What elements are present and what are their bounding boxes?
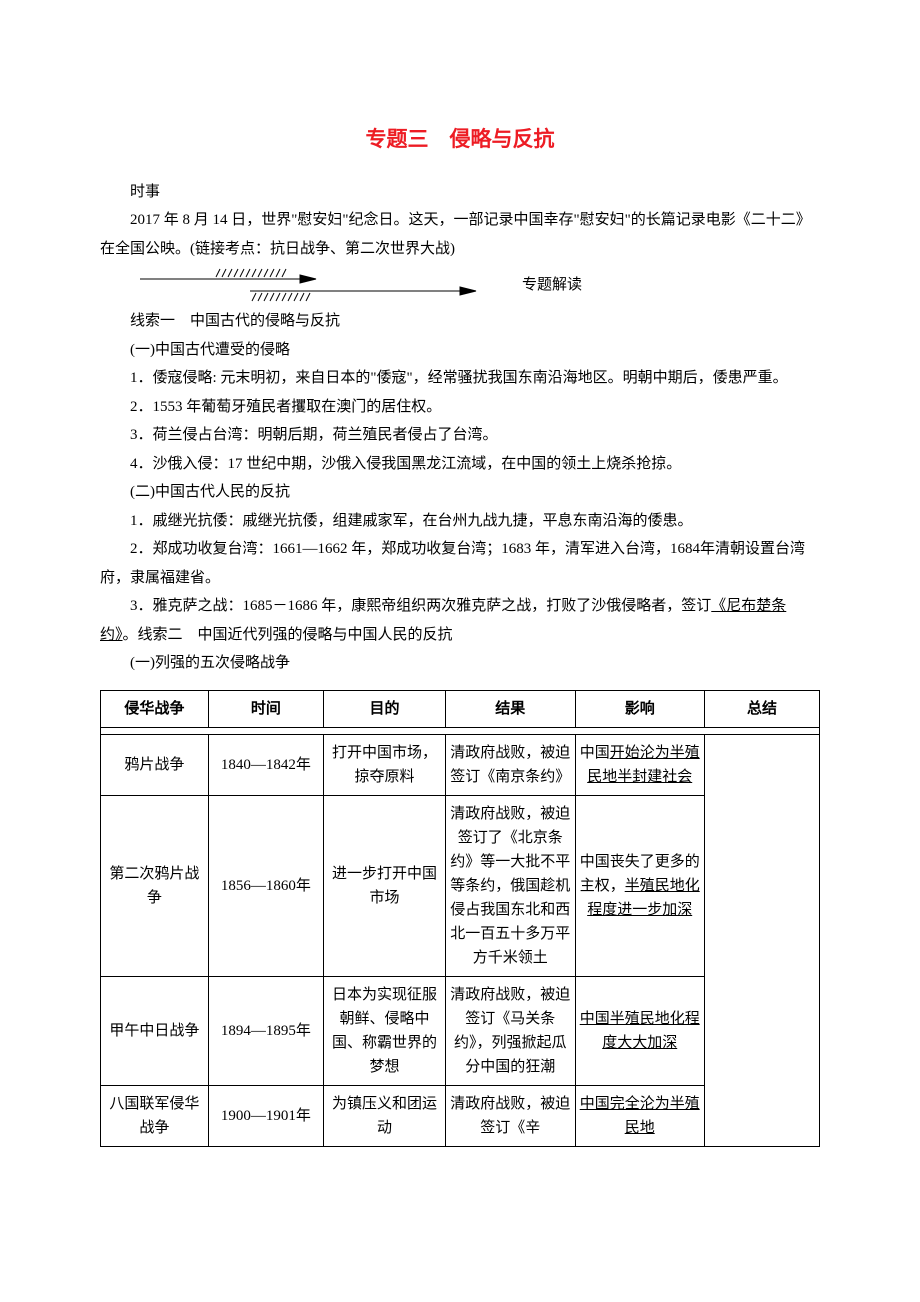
para-2-3: 3．雅克萨之战：1685－1686 年，康熙帝组织两次雅克萨之战，打败了沙俄侵略… xyxy=(100,592,820,649)
th-impact: 影响 xyxy=(575,690,704,727)
th-time: 时间 xyxy=(208,690,323,727)
cell-impact: 中国半殖民地化程度大大加深 xyxy=(575,976,704,1085)
cell-time: 1894—1895年 xyxy=(208,976,323,1085)
para-1-2: 2．1553 年葡萄牙殖民者攫取在澳门的居住权。 xyxy=(100,393,820,422)
th-purpose: 目的 xyxy=(323,690,445,727)
cell-war: 甲午中日战争 xyxy=(101,976,209,1085)
section-1-2: (二)中国古代人民的反抗 xyxy=(100,478,820,507)
th-summary: 总结 xyxy=(704,690,819,727)
cell-result: 清政府战败，被迫签订《马关条约》，列强掀起瓜分中国的狂潮 xyxy=(446,976,575,1085)
section-1-1: (一)中国古代遭受的侵略 xyxy=(100,336,820,365)
para-1-4: 4．沙俄入侵：17 世纪中期，沙俄入侵我国黑龙江流域，在中国的领土上烧杀抢掠。 xyxy=(100,450,820,479)
cell-war: 第二次鸦片战争 xyxy=(101,795,209,976)
cell-impact: 中国完全沦为半殖民地 xyxy=(575,1085,704,1146)
para-2-3-post: 。线索二 中国近代列强的侵略与中国人民的反抗 xyxy=(123,627,453,643)
wars-table: 侵华战争 时间 目的 结果 影响 总结 鸦片战争 1840—1842年 打开中国… xyxy=(100,690,820,1147)
cell-war: 八国联军侵华战争 xyxy=(101,1085,209,1146)
table-row: 鸦片战争 1840—1842年 打开中国市场，掠夺原料 清政府战败，被迫签订《南… xyxy=(101,734,820,795)
cell-purpose: 进一步打开中国市场 xyxy=(323,795,445,976)
para-1-1: 1．倭寇侵略: 元末明初，来自日本的"倭寇"，经常骚扰我国东南沿海地区。明朝中期… xyxy=(100,364,820,393)
cell-result: 清政府战败，被迫签订《南京条约》 xyxy=(446,734,575,795)
section-divider: 专题解读 xyxy=(100,267,820,303)
cell-purpose: 为镇压义和团运动 xyxy=(323,1085,445,1146)
para-2-1: 1．戚继光抗倭：戚继光抗倭，组建戚家军，在台州九战九捷，平息东南沿海的倭患。 xyxy=(100,507,820,536)
table-header-row: 侵华战争 时间 目的 结果 影响 总结 xyxy=(101,690,820,727)
section-2-1: (一)列强的五次侵略战争 xyxy=(100,649,820,678)
shishi-label: 时事 xyxy=(100,178,820,207)
shishi-text: 2017 年 8 月 14 日，世界"慰安妇"纪念日。这天，一部记录中国幸存"慰… xyxy=(100,206,820,263)
divider-label: 专题解读 xyxy=(522,271,582,300)
cell-impact: 中国丧失了更多的主权，半殖民地化程度进一步加深 xyxy=(575,795,704,976)
page-title: 专题三 侵略与反抗 xyxy=(100,120,820,160)
cell-purpose: 打开中国市场，掠夺原料 xyxy=(323,734,445,795)
cell-impact: 中国开始沦为半殖民地半封建社会 xyxy=(575,734,704,795)
cell-war: 鸦片战争 xyxy=(101,734,209,795)
para-1-3: 3．荷兰侵占台湾：明朝后期，荷兰殖民者侵占了台湾。 xyxy=(100,421,820,450)
table-spacer xyxy=(101,727,820,734)
cell-time: 1840—1842年 xyxy=(208,734,323,795)
cell-result: 清政府战败，被迫签订《辛 xyxy=(446,1085,575,1146)
para-2-2: 2．郑成功收复台湾：1661—1662 年，郑成功收复台湾；1683 年，清军进… xyxy=(100,535,820,592)
cell-purpose: 日本为实现征服朝鲜、侵略中国、称霸世界的梦想 xyxy=(323,976,445,1085)
cell-time: 1900—1901年 xyxy=(208,1085,323,1146)
cell-time: 1856—1860年 xyxy=(208,795,323,976)
th-war: 侵华战争 xyxy=(101,690,209,727)
cell-result: 清政府战败，被迫签订了《北京条约》等一大批不平等条约，俄国趁机侵占我国东北和西北… xyxy=(446,795,575,976)
thread1-title: 线索一 中国古代的侵略与反抗 xyxy=(100,307,820,336)
para-2-3-pre: 3．雅克萨之战：1685－1686 年，康熙帝组织两次雅克萨之战，打败了沙俄侵略… xyxy=(130,598,711,614)
cell-summary xyxy=(704,734,819,1146)
document-page: 专题三 侵略与反抗 时事 2017 年 8 月 14 日，世界"慰安妇"纪念日。… xyxy=(0,0,920,1207)
divider-graphic xyxy=(100,267,520,303)
th-result: 结果 xyxy=(446,690,575,727)
